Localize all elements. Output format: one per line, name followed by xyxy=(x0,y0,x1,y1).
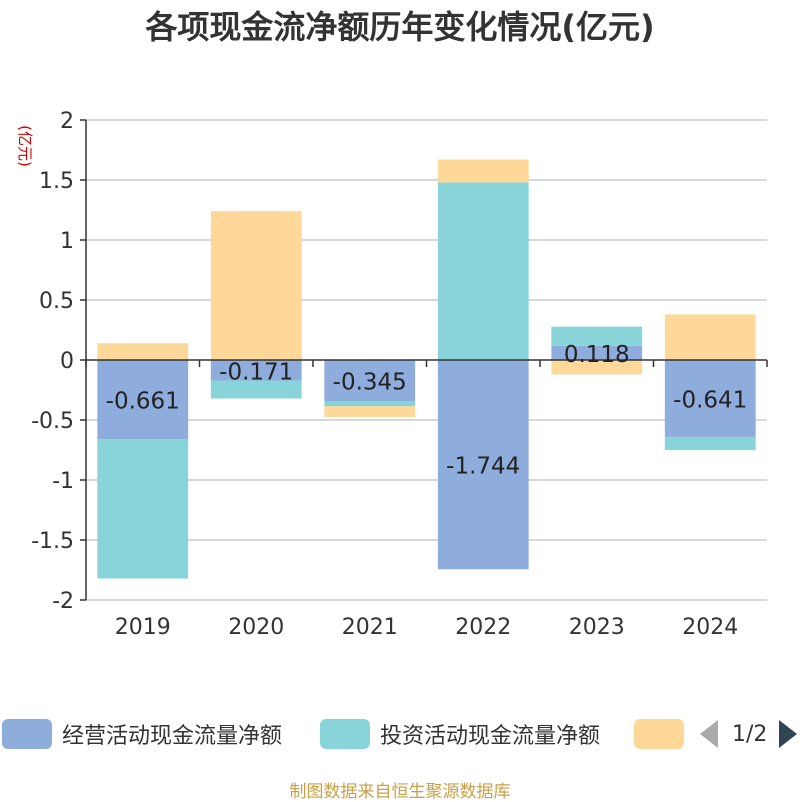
legend-item-financing[interactable] xyxy=(634,716,684,752)
bar-series-1-2020[interactable] xyxy=(210,380,302,399)
data-labels: -0.661 -0.171 -0.345 -1.744 0.118 -0.641 xyxy=(106,342,748,480)
bar-series-0-2019[interactable] xyxy=(97,360,189,440)
legend-swatch-financing xyxy=(634,719,684,749)
chart-title: 各项现金流净额历年变化情况(亿元) xyxy=(145,8,655,46)
bar-series-2-2023[interactable] xyxy=(551,360,643,375)
legend-item-investing[interactable]: 投资活动现金流量净额 xyxy=(320,716,600,752)
pager-prev-icon[interactable] xyxy=(700,720,718,748)
bar-series-1-2023[interactable] xyxy=(551,326,643,346)
y-tick-label: 1.5 xyxy=(39,169,74,194)
bar-series-1-2022[interactable] xyxy=(437,182,529,360)
y-tick-label: -2 xyxy=(52,589,74,614)
bar-series-0-2020[interactable] xyxy=(210,360,302,381)
bar-series-2-2020[interactable] xyxy=(210,211,302,360)
pager-text: 1/2 xyxy=(732,721,768,747)
legend-swatch-investing xyxy=(320,719,370,749)
bar-series-2-2019[interactable] xyxy=(97,343,189,360)
y-tick-label: -1.5 xyxy=(31,529,74,554)
x-tick-label: 2021 xyxy=(342,615,398,640)
y-tick-label: 1 xyxy=(60,229,74,254)
bar-series-1-2021[interactable] xyxy=(324,401,416,407)
bar-series-1-2024[interactable] xyxy=(664,436,756,451)
legend-item-operating[interactable]: 经营活动现金流量净额 xyxy=(2,716,282,752)
x-tick-label: 2020 xyxy=(228,615,284,640)
x-tick-label: 2024 xyxy=(682,615,738,640)
bar-series-2-2021[interactable] xyxy=(324,406,416,417)
legend-swatch-operating xyxy=(2,719,52,749)
x-tick-label: 2019 xyxy=(115,615,171,640)
y-tick-label: -1 xyxy=(52,469,74,494)
x-tick-label: 2022 xyxy=(455,615,511,640)
grid-lines xyxy=(86,119,767,601)
y-tick-label: 0.5 xyxy=(39,289,74,314)
legend: 经营活动现金流量净额 投资活动现金流量净额 1/2 xyxy=(0,716,800,752)
bars xyxy=(97,159,756,579)
data-label: 0.118 xyxy=(564,342,630,368)
source-note: 制图数据来自恒生聚源数据库 xyxy=(289,782,511,802)
data-label: -0.661 xyxy=(106,389,180,415)
y-tick-label: 0 xyxy=(60,349,74,374)
legend-label-operating: 经营活动现金流量净额 xyxy=(62,724,283,749)
data-label: -0.345 xyxy=(333,370,407,396)
bar-series-1-2019[interactable] xyxy=(97,439,189,579)
bar-series-0-2024[interactable] xyxy=(664,360,756,437)
legend-label-investing: 投资活动现金流量净额 xyxy=(380,724,601,749)
data-label: -1.744 xyxy=(446,454,520,480)
y-axis-label: (亿元) xyxy=(16,125,34,167)
axes: 2 1.5 1 0.5 0 -0.5 -1 -1.5 -2 2019 2020 2021 2022 202… xyxy=(31,109,768,640)
data-label: -0.171 xyxy=(219,359,293,385)
legend-pager: 1/2 xyxy=(700,716,798,752)
x-tick-label: 2023 xyxy=(569,615,625,640)
data-label: -0.641 xyxy=(673,387,747,413)
bar-series-2-2024[interactable] xyxy=(664,314,756,360)
bar-series-0-2023[interactable] xyxy=(551,345,643,360)
bar-series-0-2022[interactable] xyxy=(437,360,529,570)
chart-plot: 2 1.5 1 0.5 0 -0.5 -1 -1.5 -2 2019 2020 2021 2022 202… xyxy=(16,109,768,640)
y-tick-label: -0.5 xyxy=(31,409,74,434)
bar-series-0-2021[interactable] xyxy=(324,360,416,402)
bar-series-2-2022[interactable] xyxy=(437,159,529,183)
pager-next-icon[interactable] xyxy=(779,720,798,748)
y-tick-label: 2 xyxy=(60,109,74,134)
